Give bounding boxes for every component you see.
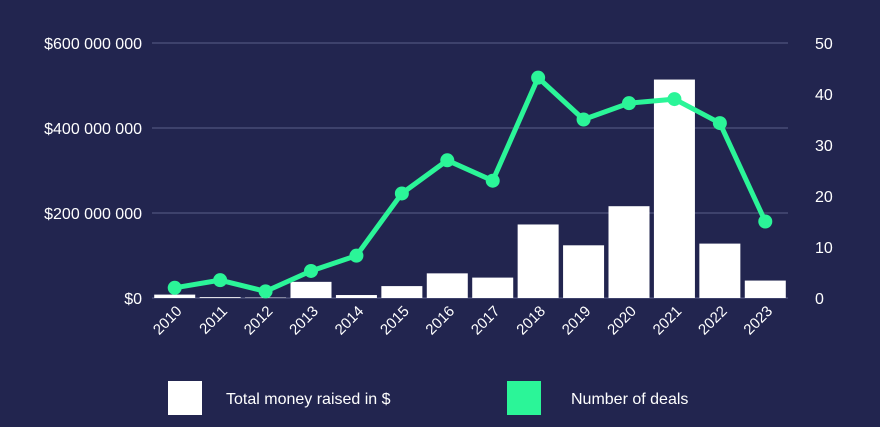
x-tick-label: 2013 — [286, 303, 322, 339]
x-tick-label: 2012 — [241, 303, 277, 339]
legend-swatch-deals — [507, 381, 541, 415]
y-left-tick-label: $400 000 000 — [44, 121, 142, 138]
y-right-tick-label: 0 — [815, 291, 824, 308]
line-point — [622, 96, 636, 111]
line-point — [667, 92, 682, 107]
line-layer — [167, 70, 773, 299]
x-tick-label: 2019 — [559, 303, 595, 339]
bar — [563, 245, 605, 298]
x-tick-label: 2011 — [196, 303, 231, 338]
x-tick-label: 2015 — [377, 303, 413, 339]
legend-swatch-money — [168, 381, 202, 415]
bar — [290, 281, 332, 298]
line-point — [531, 70, 546, 85]
x-tick-label: 2014 — [332, 303, 368, 339]
y-right-tick-label: 20 — [815, 189, 833, 206]
bar — [472, 277, 514, 298]
x-tick-label: 2010 — [150, 303, 186, 339]
y-right-tick-label: 40 — [815, 87, 833, 104]
bar — [517, 224, 559, 298]
line-point — [167, 280, 182, 295]
x-tick-label: 2022 — [695, 303, 731, 339]
x-tick-label: 2017 — [468, 303, 504, 339]
bar — [744, 280, 786, 298]
bar — [699, 243, 741, 298]
bar — [653, 79, 695, 298]
bar — [335, 295, 377, 298]
line-point — [394, 186, 409, 201]
line-point — [712, 116, 727, 131]
x-tick-label: 2020 — [604, 303, 640, 339]
y-right-tick-label: 30 — [815, 138, 833, 155]
line-point — [304, 263, 318, 278]
y-right-tick-label: 10 — [815, 240, 833, 257]
line-point — [349, 248, 364, 263]
line-point — [485, 173, 500, 188]
line-point — [576, 112, 591, 127]
legend-label-money: Total money raised in $ — [226, 391, 391, 408]
line-point — [258, 284, 273, 299]
bar — [426, 273, 468, 298]
x-tick-label: 2018 — [513, 303, 549, 339]
line-point — [213, 273, 228, 288]
x-tick-label: 2021 — [650, 303, 686, 339]
y-left-tick-label: $600 000 000 — [44, 36, 142, 53]
y-right-tick-label: 50 — [815, 36, 833, 53]
y-left-tick-label: $200 000 000 — [44, 206, 142, 223]
bar-layer — [154, 79, 786, 298]
bar — [381, 286, 423, 298]
bar — [199, 297, 241, 298]
x-tick-label: 2023 — [740, 303, 776, 339]
line-point — [440, 153, 455, 168]
x-tick-label: 2016 — [422, 303, 458, 339]
line-point — [758, 214, 773, 229]
legend: Total money raised in $ Number of deals — [168, 381, 688, 415]
bar — [608, 206, 650, 298]
y-left-tick-label: $0 — [124, 291, 142, 308]
bar — [154, 294, 196, 298]
legend-label-deals: Number of deals — [571, 391, 688, 408]
line-series — [172, 75, 768, 294]
